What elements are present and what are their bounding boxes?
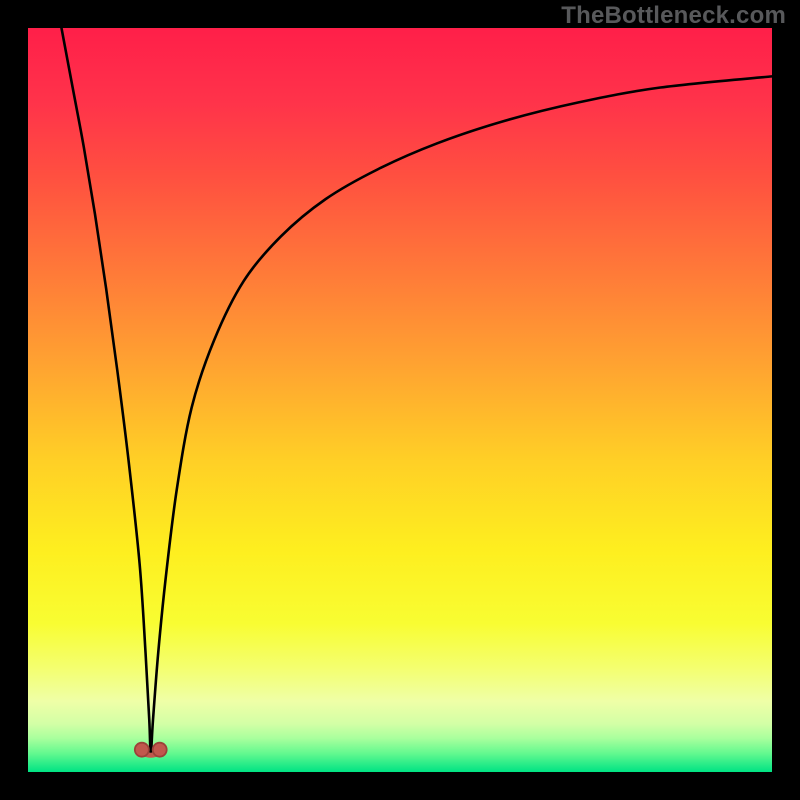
watermark-text: TheBottleneck.com <box>561 2 786 30</box>
bottleneck-chart <box>0 0 800 800</box>
chart-container: TheBottleneck.com <box>0 0 800 800</box>
optimum-marker-right <box>153 743 167 757</box>
plot-background <box>28 28 772 772</box>
optimum-marker-left <box>135 743 149 757</box>
